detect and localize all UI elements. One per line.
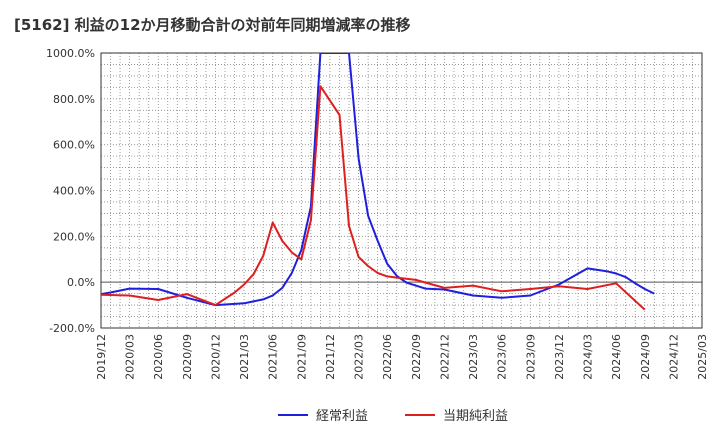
y-tick-label: 400.0%: [53, 185, 95, 198]
y-tick-label: 0.0%: [67, 276, 95, 289]
x-tick-label: 2022/03: [353, 334, 366, 380]
x-tick-label: 2021/06: [267, 334, 280, 380]
x-tick-label: 2023/03: [467, 334, 480, 380]
series-line-ordinary-profit: [101, 53, 655, 307]
y-tick-label: 200.0%: [53, 230, 95, 243]
x-tick-label: 2020/12: [209, 334, 222, 380]
x-tick-label: 2021/03: [238, 334, 251, 380]
x-tick-label: 2020/09: [181, 334, 194, 380]
y-tick-label: 800.0%: [53, 93, 95, 106]
x-tick-label: 2022/12: [438, 334, 451, 380]
plot-frame: [100, 52, 703, 329]
x-tick-label: 2023/12: [553, 334, 566, 380]
x-tick-label: 2023/06: [496, 334, 509, 380]
y-tick-label: 1000.0%: [46, 47, 95, 60]
y-tick-label: 600.0%: [53, 139, 95, 152]
x-tick-label: 2020/06: [152, 334, 165, 380]
x-tick-label: 2022/06: [381, 334, 394, 380]
x-tick-label: 2020/03: [124, 334, 137, 380]
x-tick-label: 2019/12: [95, 334, 108, 380]
legend-label: 当期純利益: [443, 409, 508, 424]
x-tick-label: 2021/12: [324, 334, 337, 380]
x-tick-label: 2024/03: [582, 334, 595, 380]
x-tick-label: 2022/09: [410, 334, 423, 380]
x-tick-label: 2025/03: [696, 334, 709, 380]
x-tick-label: 2024/09: [639, 334, 652, 380]
x-tick-label: 2021/09: [295, 334, 308, 380]
x-tick-label: 2024/12: [667, 334, 680, 380]
series-line-net-income: [101, 85, 646, 311]
y-tick-label: -200.0%: [49, 322, 95, 335]
chart-title: [5162] 利益の12か月移動合計の対前年同期増減率の推移: [14, 16, 411, 34]
legend-label: 経常利益: [316, 409, 368, 424]
x-tick-label: 2023/09: [524, 334, 537, 380]
x-tick-label: 2024/06: [610, 334, 623, 380]
